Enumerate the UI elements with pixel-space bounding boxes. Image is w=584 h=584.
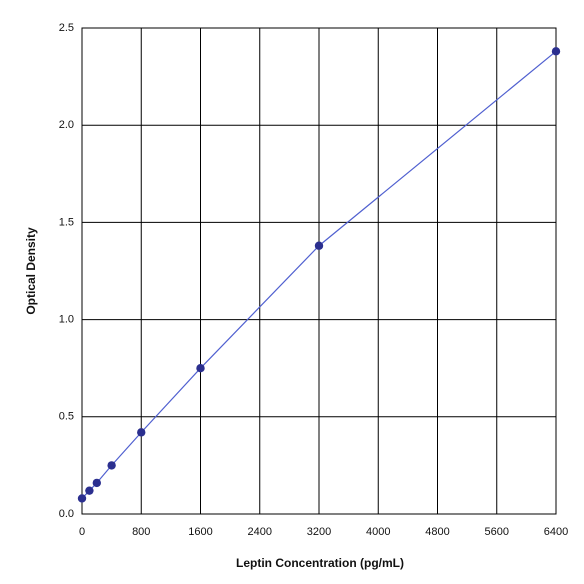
x-tick-label: 5600 (485, 526, 509, 538)
data-point (196, 364, 205, 373)
x-tick-label: 0 (79, 526, 85, 538)
y-tick-label: 2.5 (59, 22, 74, 34)
y-tick-label: 1.5 (59, 216, 74, 228)
y-tick-label: 1.0 (59, 314, 74, 326)
data-point (85, 486, 94, 495)
y-axis-label: Optical Density (24, 227, 38, 315)
data-point (314, 241, 324, 250)
x-tick-label: 4000 (366, 526, 390, 538)
y-tick-label: 2.0 (59, 119, 74, 131)
plot-frame (81, 27, 557, 515)
data-point (551, 47, 561, 56)
data-point (77, 494, 87, 503)
data-point (107, 461, 116, 470)
x-tick-label: 3200 (307, 526, 331, 538)
data-point (137, 428, 146, 437)
x-axis-label: Leptin Concentration (pg/mL) (236, 556, 404, 570)
y-tick-label: 0.0 (59, 508, 74, 520)
x-tick-label: 1600 (188, 526, 212, 538)
data-point (92, 478, 102, 488)
x-tick-label: 800 (132, 526, 150, 538)
x-tick-label: 6400 (544, 526, 568, 538)
x-tick-label: 4800 (425, 526, 449, 538)
x-tick-label: 2400 (248, 526, 272, 538)
y-tick-label: 0.5 (59, 411, 74, 423)
